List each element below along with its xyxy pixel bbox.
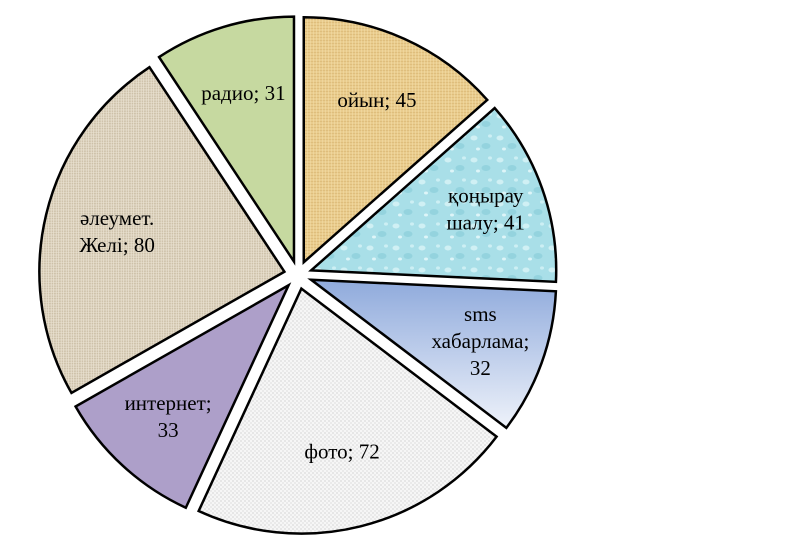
pie-slice: [157, 15, 296, 266]
pie-slice: [302, 15, 490, 266]
pie-slice: [308, 106, 558, 284]
slice-label: sms хабарлама; 32: [431, 302, 529, 380]
slice-label: интернет; 33: [125, 391, 212, 442]
slice-label: әлеумет. Желі; 80: [79, 206, 154, 257]
pie-slice: [307, 278, 558, 430]
pie-slice: [38, 65, 287, 395]
slice-label: фото; 72: [304, 440, 379, 464]
slice-label: радио; 31: [201, 81, 285, 105]
slice-label: қоңырау шалу; 41: [446, 183, 524, 234]
pie-slice: [197, 286, 499, 535]
pie-slice: [73, 282, 292, 510]
slice-label: ойын; 45: [337, 88, 416, 112]
